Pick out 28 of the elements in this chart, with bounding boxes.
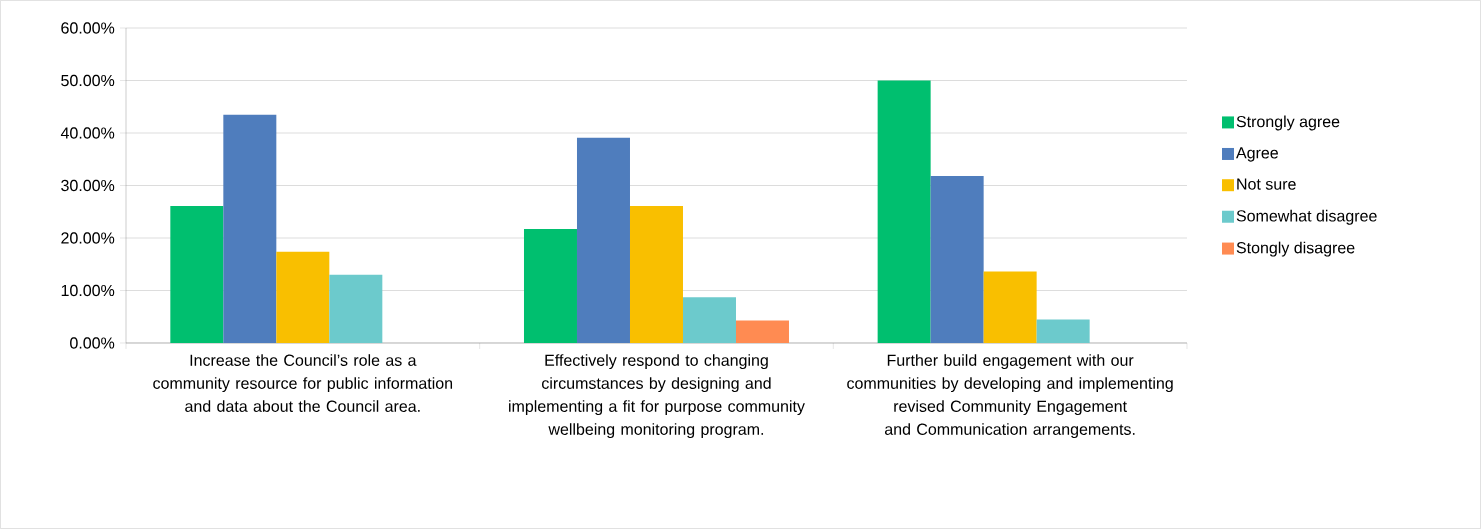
- bar: [576, 137, 630, 343]
- bar: [523, 229, 577, 343]
- x-tick-label: Effectively respond to changing circumstances by designing and implementing a fit for purpose community wellbeing monitoring program.: [509, 354, 805, 439]
- bar: [1036, 319, 1090, 343]
- y-tick-label: 20.00%: [61, 232, 115, 244]
- bar: [276, 251, 330, 343]
- bar: [930, 176, 984, 343]
- y-tick-label: 60.00%: [61, 22, 115, 34]
- y-tick-label: 40.00%: [60, 127, 115, 139]
- bar: [735, 320, 789, 343]
- bar: [682, 297, 736, 343]
- y-tick-label: 10.00%: [61, 284, 115, 297]
- y-tick-label: 50.00%: [61, 74, 115, 87]
- bar: [877, 80, 931, 343]
- bar: [170, 205, 224, 343]
- legend-label: Stongly disagree: [1236, 241, 1355, 257]
- y-tick-label: 0.00%: [70, 337, 115, 349]
- y-tick-label: 30.00%: [61, 179, 115, 192]
- bar: [983, 271, 1037, 343]
- legend-label: Not sure: [1237, 178, 1296, 190]
- legend-label: Agree: [1236, 147, 1278, 162]
- bar: [329, 274, 383, 343]
- x-tick-label: Increase the Council’s role as a community resource for public information and data about the Council area.: [153, 354, 453, 412]
- bar: [629, 205, 683, 343]
- bar: [223, 114, 277, 343]
- x-tick-label: Further build engagement with our communities by developing and implementing revised Community Engagement and Communication arrangements.: [847, 354, 1173, 439]
- legend-label: Somewhat disagree: [1236, 209, 1377, 225]
- legend-label: Strongly agree: [1236, 115, 1340, 131]
